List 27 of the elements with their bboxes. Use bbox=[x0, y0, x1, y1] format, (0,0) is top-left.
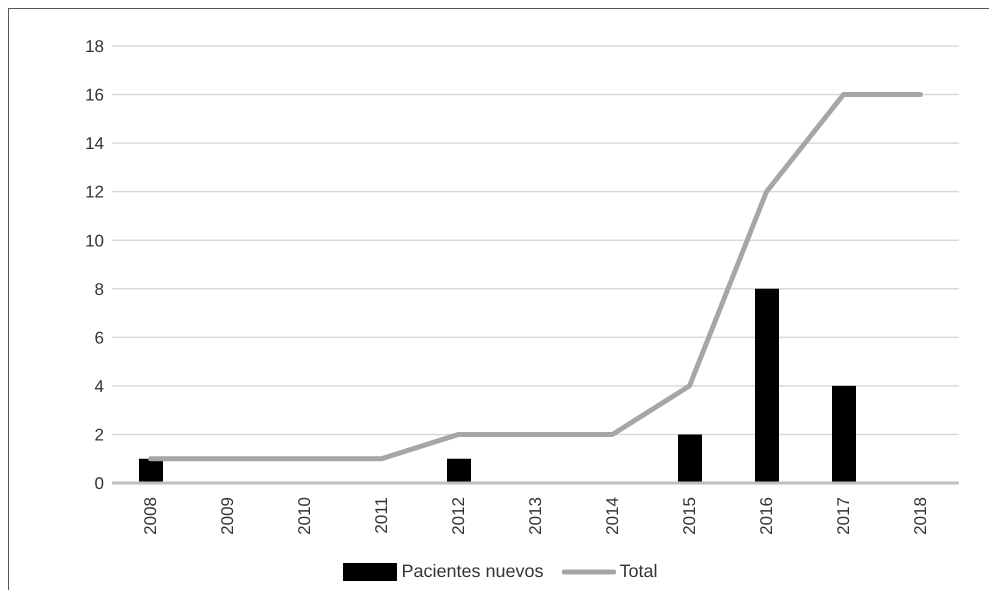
y-tick-label: 18 bbox=[85, 37, 104, 56]
x-tick-label: 2018 bbox=[911, 497, 930, 535]
x-tick-label: 2010 bbox=[295, 497, 314, 535]
y-tick-label: 0 bbox=[94, 474, 104, 494]
legend-label: Pacientes nuevos bbox=[401, 561, 544, 582]
y-tick-label: 8 bbox=[94, 280, 104, 299]
x-tick-label: 2009 bbox=[218, 497, 237, 535]
bar bbox=[678, 434, 702, 483]
y-tick-label: 4 bbox=[94, 376, 104, 396]
y-tick-label: 12 bbox=[85, 182, 104, 202]
x-tick-label: 2011 bbox=[372, 497, 391, 534]
bar bbox=[447, 458, 471, 483]
y-tick-label: 14 bbox=[85, 134, 104, 154]
x-tick-label: 2013 bbox=[526, 497, 545, 535]
y-tick-label: 10 bbox=[85, 231, 104, 250]
legend-label: Total bbox=[620, 561, 658, 582]
y-tick-label: 6 bbox=[94, 328, 104, 348]
x-tick-label: 2008 bbox=[141, 497, 160, 535]
x-tick-label: 2017 bbox=[834, 497, 853, 535]
x-tick-label: 2015 bbox=[680, 497, 699, 535]
x-tick-label: 2014 bbox=[603, 497, 622, 535]
bar bbox=[755, 288, 779, 483]
y-tick-label: 2 bbox=[94, 425, 104, 444]
bar bbox=[832, 386, 856, 483]
x-tick-label: 2012 bbox=[449, 497, 468, 535]
y-tick-label: 16 bbox=[85, 86, 104, 105]
x-tick-label: 2016 bbox=[757, 497, 776, 535]
